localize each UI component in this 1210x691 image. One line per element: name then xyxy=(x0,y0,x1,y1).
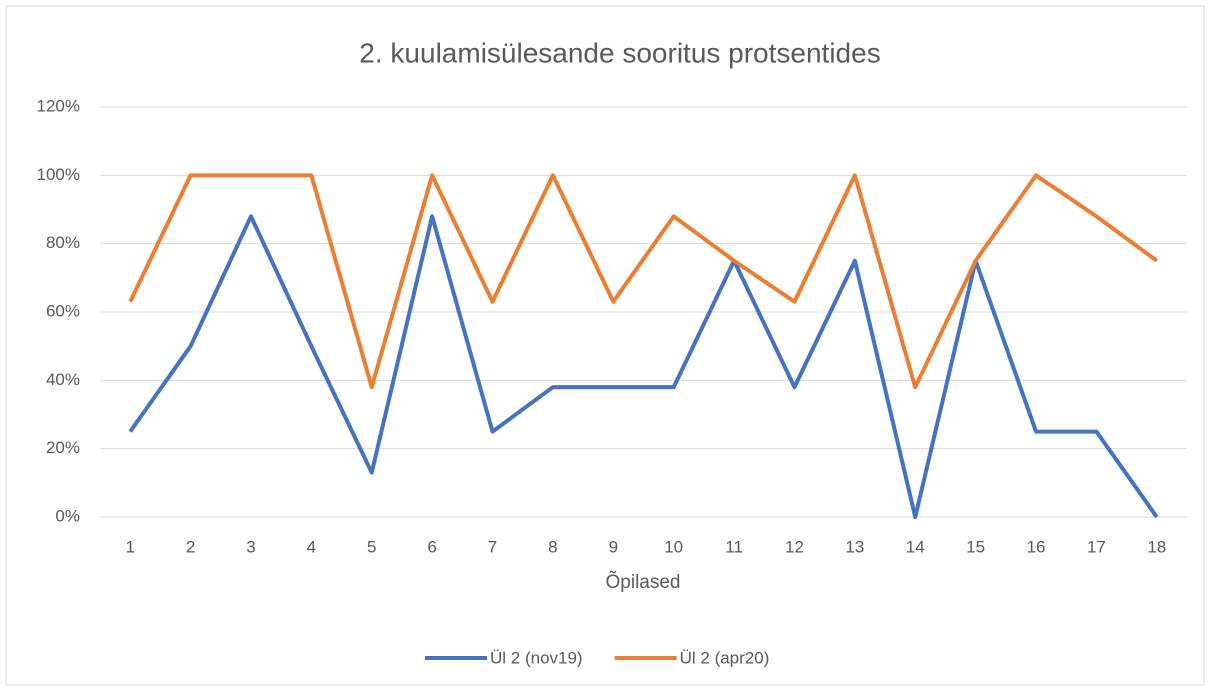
x-tick-label: 3 xyxy=(246,537,255,556)
x-tick-label: 16 xyxy=(1027,537,1046,556)
x-tick-label: 14 xyxy=(906,537,925,556)
x-tick-label: 10 xyxy=(664,537,683,556)
x-tick-label: 9 xyxy=(609,537,618,556)
x-tick-label: 18 xyxy=(1147,537,1166,556)
x-tick-label: 2 xyxy=(186,537,195,556)
line-series xyxy=(128,173,1158,390)
legend-label: Ül 2 (apr20) xyxy=(680,648,770,667)
y-tick-label: 60% xyxy=(46,301,80,320)
x-tick-label: 11 xyxy=(725,537,743,556)
y-tick-label: 120% xyxy=(37,96,80,115)
y-tick-label: 0% xyxy=(55,506,80,525)
x-tick-label: 5 xyxy=(367,537,376,556)
y-tick-label: 40% xyxy=(46,370,80,389)
y-tick-label: 80% xyxy=(46,233,80,252)
x-tick-label: 12 xyxy=(785,537,804,556)
x-tick-label: 17 xyxy=(1087,537,1106,556)
x-tick-label: 6 xyxy=(427,537,436,556)
legend-label: Ül 2 (nov19) xyxy=(490,648,583,667)
x-tick-label: 15 xyxy=(966,537,985,556)
line-series xyxy=(128,214,1159,519)
x-tick-label: 13 xyxy=(845,537,864,556)
x-tick-label: 4 xyxy=(307,537,316,556)
chart-title: 2. kuulamisülesande sooritus protsentide… xyxy=(359,37,880,68)
y-tick-label: 100% xyxy=(37,165,80,184)
x-tick-label: 7 xyxy=(488,537,497,556)
x-tick-label: 8 xyxy=(548,537,557,556)
y-tick-label: 20% xyxy=(46,438,80,457)
x-tick-label: 1 xyxy=(125,537,134,556)
x-axis-label: Õpilased xyxy=(606,571,681,593)
